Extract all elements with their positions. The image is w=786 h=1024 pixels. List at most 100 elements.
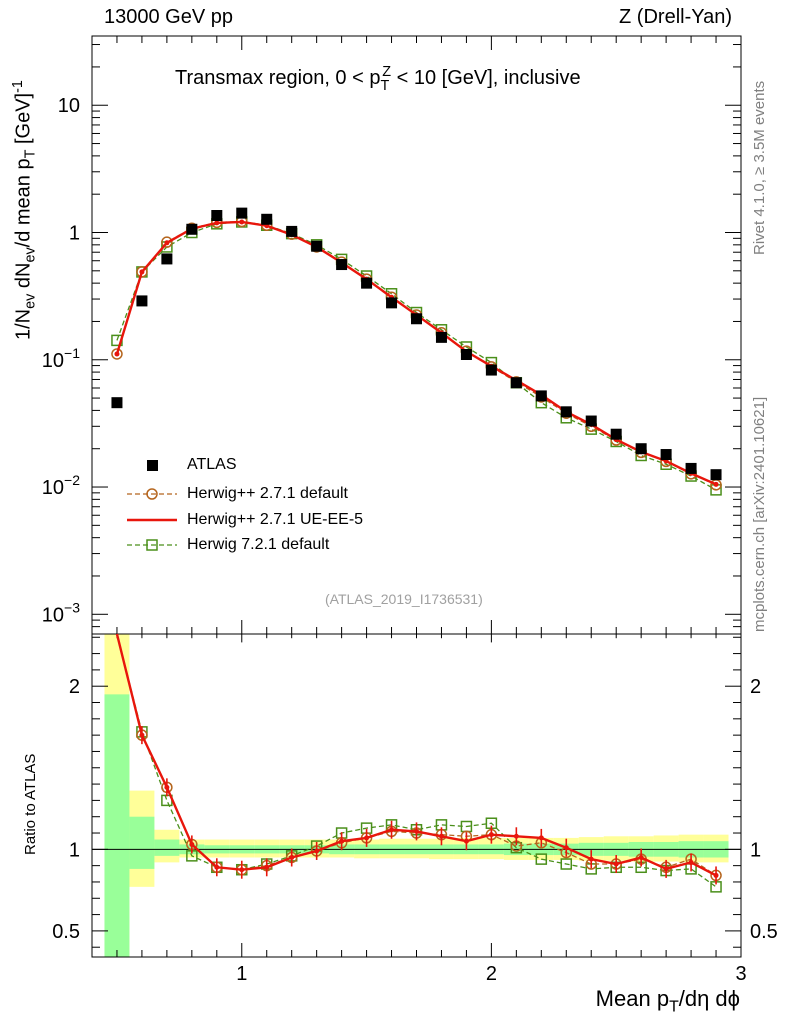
ratio-y-tick-label-right: 2 xyxy=(750,676,761,698)
ratio-y-tick-label: 2 xyxy=(69,676,80,698)
series-0-point xyxy=(161,236,173,248)
ratio-y-axis-label: Ratio to ATLAS xyxy=(22,753,39,855)
atlas-data-point xyxy=(610,428,622,440)
atlas-data-point xyxy=(186,223,198,235)
atlas-data-point xyxy=(311,240,323,252)
atlas-data-point xyxy=(161,253,173,265)
ratio-y-tick-label-right: 1 xyxy=(750,839,761,861)
mcplots-label: mcplots.cern.ch [arXiv:2401.10621] xyxy=(751,396,768,632)
series-1-ratio-point xyxy=(463,838,469,844)
series-1-ratio-point xyxy=(588,856,594,862)
series-1-ratio-point xyxy=(513,833,519,839)
ylabel-d: [GeV] xyxy=(12,92,35,150)
ylabel-c-sub: T xyxy=(22,149,39,159)
header-left-label: 13000 GeV pp xyxy=(104,6,233,28)
x-tick-label: 3 xyxy=(735,963,746,985)
legend-label-atlas: ATLAS xyxy=(187,456,237,473)
series-1-ratio-point xyxy=(663,866,669,872)
series-1-point xyxy=(114,351,120,357)
xlabel-pre: Mean p xyxy=(595,986,670,1011)
ratio-y-tick-label: 0.5 xyxy=(52,921,80,943)
series-1-ratio-point xyxy=(339,838,345,844)
header-right-label: Z (Drell-Yan) xyxy=(619,6,732,28)
atlas-data-point xyxy=(485,364,497,376)
y-tick-label: 10−1 xyxy=(42,345,80,372)
ylabel-d-sup: -1 xyxy=(10,80,26,93)
series-1-ratio-point xyxy=(613,861,619,867)
y-tick-label: 10−3 xyxy=(42,599,80,626)
series-1-point xyxy=(239,219,245,225)
atlas-data-point xyxy=(710,469,722,481)
ratio-band-green xyxy=(154,839,180,856)
series-1-ratio-point xyxy=(438,833,444,839)
atlas-data-point xyxy=(361,277,373,289)
analysis-id: (ATLAS_2019_I1736531) xyxy=(325,591,483,607)
y-tick-exponent: −3 xyxy=(64,599,80,615)
atlas-data-point xyxy=(685,462,697,474)
legend-label-series-2: Herwig 7.2.1 default xyxy=(187,536,330,553)
series-1-point xyxy=(139,269,145,275)
atlas-data-point xyxy=(660,449,672,461)
legend-marker-series-2 xyxy=(146,539,158,551)
atlas-data-point xyxy=(136,295,148,307)
series-1-ratio-point xyxy=(389,827,395,833)
series-1-ratio-point xyxy=(189,841,195,847)
y-tick-exponent: −1 xyxy=(64,345,80,361)
y-tick-exponent: −2 xyxy=(64,472,80,488)
ylabel-b: dN xyxy=(12,262,35,294)
x-tick-label: 1 xyxy=(236,963,247,985)
series-1-ratio-point xyxy=(164,784,170,790)
atlas-data-point xyxy=(560,406,572,418)
atlas-data-point xyxy=(336,259,348,271)
series-1-ratio-point xyxy=(264,864,270,870)
series-1-ratio-point xyxy=(239,867,245,873)
rivet-label: Rivet 4.1.0, ≥ 3.5M events xyxy=(751,80,768,255)
ratio-y-tick-label-right: 0.5 xyxy=(750,921,778,943)
series-1-ratio-point xyxy=(713,872,719,878)
y-tick-label: 1 xyxy=(69,223,80,245)
ratio-band-green xyxy=(129,816,155,869)
series-line-1 xyxy=(115,220,717,486)
series-1-ratio-point xyxy=(538,835,544,841)
series-line-2 xyxy=(116,221,717,491)
legend-marker-atlas xyxy=(147,460,158,471)
series-0-point xyxy=(111,348,123,360)
legend-label-series-0: Herwig++ 2.7.1 default xyxy=(187,485,348,502)
atlas-data-point xyxy=(286,225,298,237)
series-1-point xyxy=(214,220,220,226)
atlas-data-point xyxy=(435,331,447,343)
atlas-data-point xyxy=(111,397,123,409)
y-tick-label: 10−2 xyxy=(42,472,80,499)
series-1-ratio-point xyxy=(289,854,295,860)
series-1-ratio-point xyxy=(314,848,320,854)
ratio-y-tick-label: 1 xyxy=(69,839,80,861)
title-pre: Transmax region, 0 < p xyxy=(175,67,381,89)
y-tick-label: 10 xyxy=(58,95,80,117)
series-1-point xyxy=(713,481,719,487)
series-0-point xyxy=(136,266,148,278)
plot-title: Transmax region, 0 < pTZ < 10 [GeV], inc… xyxy=(175,64,581,94)
legend-marker-series-0 xyxy=(146,488,158,500)
x-axis-label: Mean pT/dη dϕ xyxy=(596,986,740,1016)
series-1-ratio-point xyxy=(414,828,419,834)
series-1-ratio-point xyxy=(139,732,145,738)
atlas-data-point xyxy=(411,313,422,325)
x-tick-label: 2 xyxy=(486,963,497,985)
ylabel-b-sub: ev xyxy=(22,247,39,263)
ylabel-c: /d mean p xyxy=(12,158,35,248)
y-axis-label: 1/Nev dNev/d mean pT [GeV]-1 xyxy=(10,80,39,340)
series-1-ratio-point xyxy=(638,854,644,860)
title-sup: Z xyxy=(382,64,392,80)
ylabel-a: 1/N xyxy=(12,308,35,340)
series-2-ratio-point xyxy=(560,858,573,870)
atlas-data-point xyxy=(585,415,597,427)
series-1-ratio-point xyxy=(488,832,494,838)
xlabel-sub: T xyxy=(669,998,679,1016)
legend-label-series-1: Herwig++ 2.7.1 UE-EE-5 xyxy=(187,511,364,528)
title-sub: T xyxy=(380,78,390,94)
series-1-ratio-point xyxy=(364,835,370,841)
xlabel-post: /dη dϕ xyxy=(678,986,740,1011)
atlas-data-point xyxy=(460,348,472,360)
atlas-data-point xyxy=(211,210,223,222)
title-post: < 10 [GeV], inclusive xyxy=(391,67,581,89)
